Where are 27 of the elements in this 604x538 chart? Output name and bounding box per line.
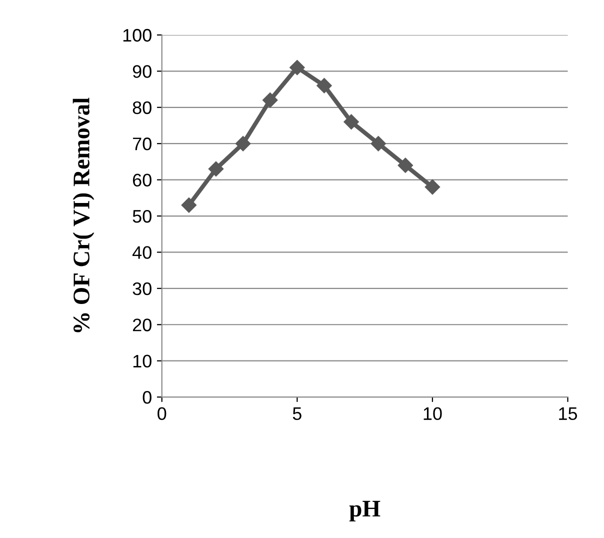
x-tick-label: 5 — [292, 407, 302, 420]
y-tick-label: 60 — [132, 174, 152, 187]
y-tick-label: 80 — [132, 101, 152, 114]
y-tick-label: 0 — [142, 390, 152, 404]
point — [424, 179, 440, 195]
y-tick-label: 50 — [132, 210, 152, 223]
y-tick-label: 10 — [133, 354, 152, 368]
point — [344, 114, 359, 130]
y-axis-title: % OF Cr( VI) Removal — [72, 98, 94, 332]
y-tick-label: 30 — [132, 282, 152, 296]
x-axis-title: pH — [349, 500, 380, 522]
point — [316, 78, 332, 94]
point — [181, 198, 196, 213]
x-tick-label: 10 — [424, 407, 442, 420]
point — [370, 136, 386, 152]
y-tick-label: 20 — [132, 318, 152, 332]
y-tick-label: 100 — [123, 28, 152, 42]
x-tick-label: 0 — [158, 407, 166, 420]
point — [262, 92, 278, 108]
point — [290, 60, 305, 76]
y-tick-label: 90 — [132, 65, 152, 78]
point — [398, 158, 413, 173]
x-tick-label: 15 — [559, 407, 578, 420]
point — [235, 136, 251, 152]
y-tick-label: 70 — [132, 138, 152, 150]
y-tick-label: 40 — [132, 246, 152, 259]
point — [208, 161, 224, 177]
